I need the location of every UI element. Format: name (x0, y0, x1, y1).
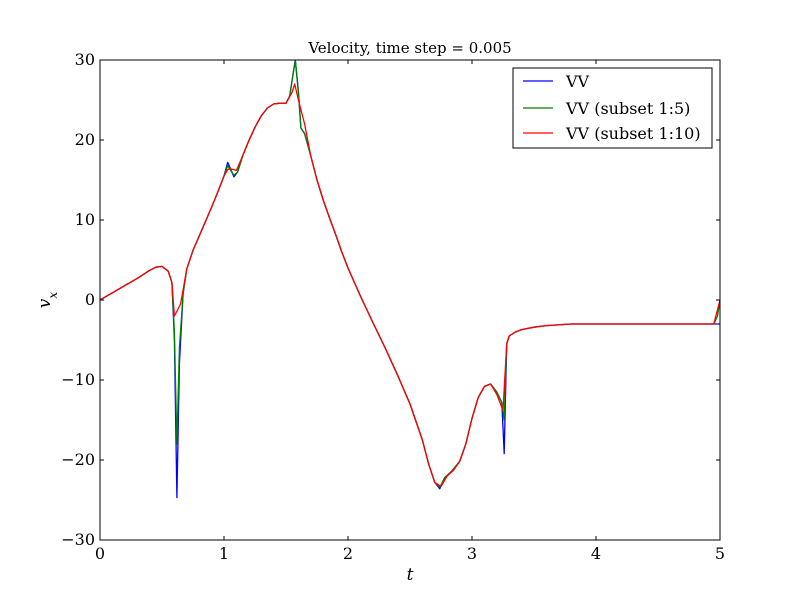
x-axis-label: t (407, 565, 414, 585)
y-axis-label-main: v (35, 298, 55, 308)
y-axis-label-subscript: x (46, 292, 60, 299)
y-tick-label-2: −10 (61, 370, 95, 389)
y-tick-label-1: −20 (61, 450, 95, 469)
series-line-2 (100, 83, 720, 488)
legend-label-vv-subset-5: VV (subset 1:5) (565, 99, 690, 118)
x-tick-label-3: 3 (467, 544, 477, 563)
legend-label-vv: VV (565, 72, 590, 91)
series-layer (100, 60, 720, 499)
legend-entry-vv-subset-5: VV (subset 1:5) (523, 99, 690, 118)
x-tick-label-0: 0 (95, 544, 105, 563)
y-tick-label-5: 20 (75, 130, 95, 149)
legend-entry-vv: VV (523, 72, 590, 91)
plot-frame (99, 59, 721, 541)
chart-title: Velocity, time step = 0.005 (307, 39, 511, 57)
y-tick-label-6: 30 (75, 50, 95, 69)
y-tick-label-0: −30 (61, 530, 95, 549)
x-tick-label-1: 1 (219, 544, 229, 563)
x-tick-label-4: 4 (591, 544, 601, 563)
y-tick-label-4: 10 (75, 210, 95, 229)
x-tick-label-5: 5 (715, 544, 725, 563)
legend: VV VV (subset 1:5) VV (subset 1:10) (512, 67, 713, 149)
ticks-layer: 0 1 2 3 4 5 −30 −20 −10 0 10 20 30 (61, 50, 725, 563)
legend-label-vv-subset-10: VV (subset 1:10) (565, 124, 701, 143)
x-tick-label-2: 2 (343, 544, 353, 563)
y-axis-label: vx (35, 292, 60, 309)
y-tick-label-3: 0 (85, 290, 95, 309)
legend-entry-vv-subset-10: VV (subset 1:10) (523, 124, 701, 143)
